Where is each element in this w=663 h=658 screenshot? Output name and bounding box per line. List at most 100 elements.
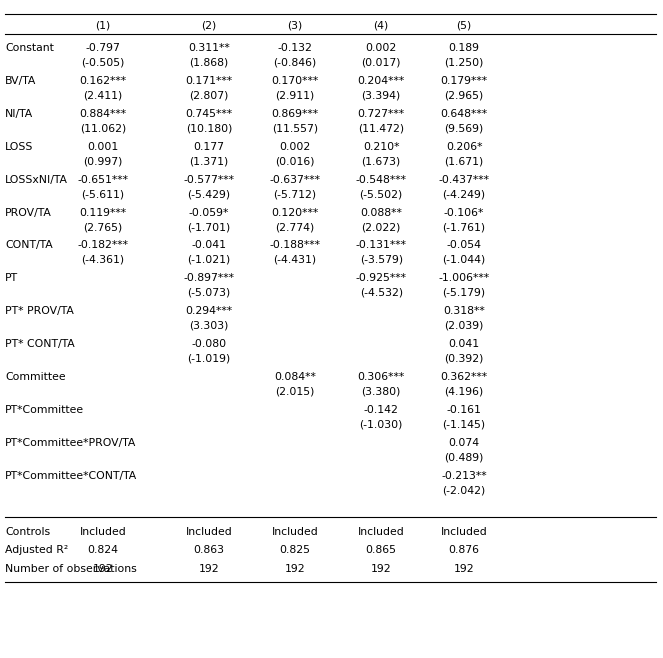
- Text: PT: PT: [5, 273, 19, 284]
- Text: -0.651***: -0.651***: [78, 174, 128, 185]
- Text: (2.911): (2.911): [275, 90, 315, 101]
- Text: 0.648***: 0.648***: [440, 109, 488, 119]
- Text: (-1.145): (-1.145): [442, 419, 486, 430]
- Text: (2.039): (2.039): [444, 320, 484, 331]
- Text: Number of observations: Number of observations: [5, 563, 137, 574]
- Text: BV/TA: BV/TA: [5, 76, 36, 86]
- Text: (3): (3): [287, 20, 303, 30]
- Text: -0.182***: -0.182***: [78, 240, 128, 251]
- Text: (4.196): (4.196): [444, 386, 484, 397]
- Text: CONT/TA: CONT/TA: [5, 240, 53, 251]
- Text: -0.132: -0.132: [278, 43, 312, 53]
- Text: (-1.761): (-1.761): [442, 222, 486, 232]
- Text: PT* PROV/TA: PT* PROV/TA: [5, 306, 74, 316]
- Text: -0.131***: -0.131***: [356, 240, 406, 251]
- Text: 0.074: 0.074: [449, 438, 479, 448]
- Text: 192: 192: [92, 563, 113, 574]
- Text: (-5.429): (-5.429): [187, 189, 231, 199]
- Text: (-1.701): (-1.701): [187, 222, 231, 232]
- Text: -0.106*: -0.106*: [444, 207, 484, 218]
- Text: PT*Committee: PT*Committee: [5, 405, 84, 415]
- Text: 192: 192: [198, 563, 219, 574]
- Text: (0.489): (0.489): [444, 452, 484, 463]
- Text: 0.171***: 0.171***: [185, 76, 233, 86]
- Text: (-1.044): (-1.044): [442, 255, 486, 265]
- Text: Included: Included: [272, 526, 318, 537]
- Text: (-5.073): (-5.073): [187, 288, 231, 298]
- Text: (3.303): (3.303): [189, 320, 229, 331]
- Text: 0.204***: 0.204***: [357, 76, 405, 86]
- Text: 0.162***: 0.162***: [79, 76, 127, 86]
- Text: (2.022): (2.022): [361, 222, 401, 232]
- Text: (0.017): (0.017): [361, 57, 401, 68]
- Text: -0.897***: -0.897***: [184, 273, 234, 284]
- Text: Included: Included: [80, 526, 126, 537]
- Text: -0.925***: -0.925***: [356, 273, 406, 284]
- Text: (-4.532): (-4.532): [359, 288, 403, 298]
- Text: (2.765): (2.765): [83, 222, 123, 232]
- Text: 0.311**: 0.311**: [188, 43, 229, 53]
- Text: 0.824: 0.824: [88, 545, 118, 555]
- Text: 0.177: 0.177: [194, 141, 224, 152]
- Text: Included: Included: [358, 526, 404, 537]
- Text: (-5.611): (-5.611): [81, 189, 125, 199]
- Text: -0.577***: -0.577***: [184, 174, 234, 185]
- Text: -0.797: -0.797: [86, 43, 120, 53]
- Text: 0.294***: 0.294***: [185, 306, 233, 316]
- Text: 0.306***: 0.306***: [357, 372, 405, 382]
- Text: (-0.846): (-0.846): [273, 57, 317, 68]
- Text: 0.189: 0.189: [449, 43, 479, 53]
- Text: -0.188***: -0.188***: [270, 240, 320, 251]
- Text: PROV/TA: PROV/TA: [5, 207, 52, 218]
- Text: (3.394): (3.394): [361, 90, 401, 101]
- Text: (1.671): (1.671): [444, 156, 484, 166]
- Text: 0.884***: 0.884***: [79, 109, 127, 119]
- Text: (-3.579): (-3.579): [359, 255, 403, 265]
- Text: 0.084**: 0.084**: [274, 372, 316, 382]
- Text: -0.548***: -0.548***: [356, 174, 406, 185]
- Text: -0.059*: -0.059*: [189, 207, 229, 218]
- Text: (0.016): (0.016): [275, 156, 315, 166]
- Text: (-4.361): (-4.361): [81, 255, 125, 265]
- Text: (5): (5): [456, 20, 472, 30]
- Text: (2.965): (2.965): [444, 90, 484, 101]
- Text: 192: 192: [371, 563, 392, 574]
- Text: (11.062): (11.062): [80, 123, 126, 134]
- Text: (10.180): (10.180): [186, 123, 232, 134]
- Text: NI/TA: NI/TA: [5, 109, 34, 119]
- Text: 0.119***: 0.119***: [79, 207, 127, 218]
- Text: (2.807): (2.807): [189, 90, 229, 101]
- Text: 192: 192: [284, 563, 306, 574]
- Text: (2.411): (2.411): [83, 90, 123, 101]
- Text: 0.876: 0.876: [449, 545, 479, 555]
- Text: (1.673): (1.673): [361, 156, 401, 166]
- Text: (1.868): (1.868): [189, 57, 229, 68]
- Text: 0.088**: 0.088**: [360, 207, 402, 218]
- Text: -0.142: -0.142: [364, 405, 398, 415]
- Text: 0.745***: 0.745***: [185, 109, 233, 119]
- Text: 0.727***: 0.727***: [357, 109, 405, 119]
- Text: (-4.431): (-4.431): [273, 255, 317, 265]
- Text: (2.015): (2.015): [275, 386, 315, 397]
- Text: (11.472): (11.472): [358, 123, 404, 134]
- Text: Constant: Constant: [5, 43, 54, 53]
- Text: (-5.712): (-5.712): [273, 189, 317, 199]
- Text: (4): (4): [373, 20, 389, 30]
- Text: 0.041: 0.041: [449, 339, 479, 349]
- Text: (-2.042): (-2.042): [442, 485, 486, 495]
- Text: Adjusted R²: Adjusted R²: [5, 545, 68, 555]
- Text: (1): (1): [95, 20, 111, 30]
- Text: 0.002: 0.002: [279, 141, 311, 152]
- Text: -1.006***: -1.006***: [438, 273, 490, 284]
- Text: 0.206*: 0.206*: [446, 141, 483, 152]
- Text: -0.054: -0.054: [447, 240, 481, 251]
- Text: (2.774): (2.774): [275, 222, 315, 232]
- Text: (-1.019): (-1.019): [187, 353, 231, 364]
- Text: PT*Committee*CONT/TA: PT*Committee*CONT/TA: [5, 470, 137, 481]
- Text: (11.557): (11.557): [272, 123, 318, 134]
- Text: PT* CONT/TA: PT* CONT/TA: [5, 339, 75, 349]
- Text: (3.380): (3.380): [361, 386, 401, 397]
- Text: 0.210*: 0.210*: [363, 141, 400, 152]
- Text: (1.250): (1.250): [444, 57, 484, 68]
- Text: Committee: Committee: [5, 372, 66, 382]
